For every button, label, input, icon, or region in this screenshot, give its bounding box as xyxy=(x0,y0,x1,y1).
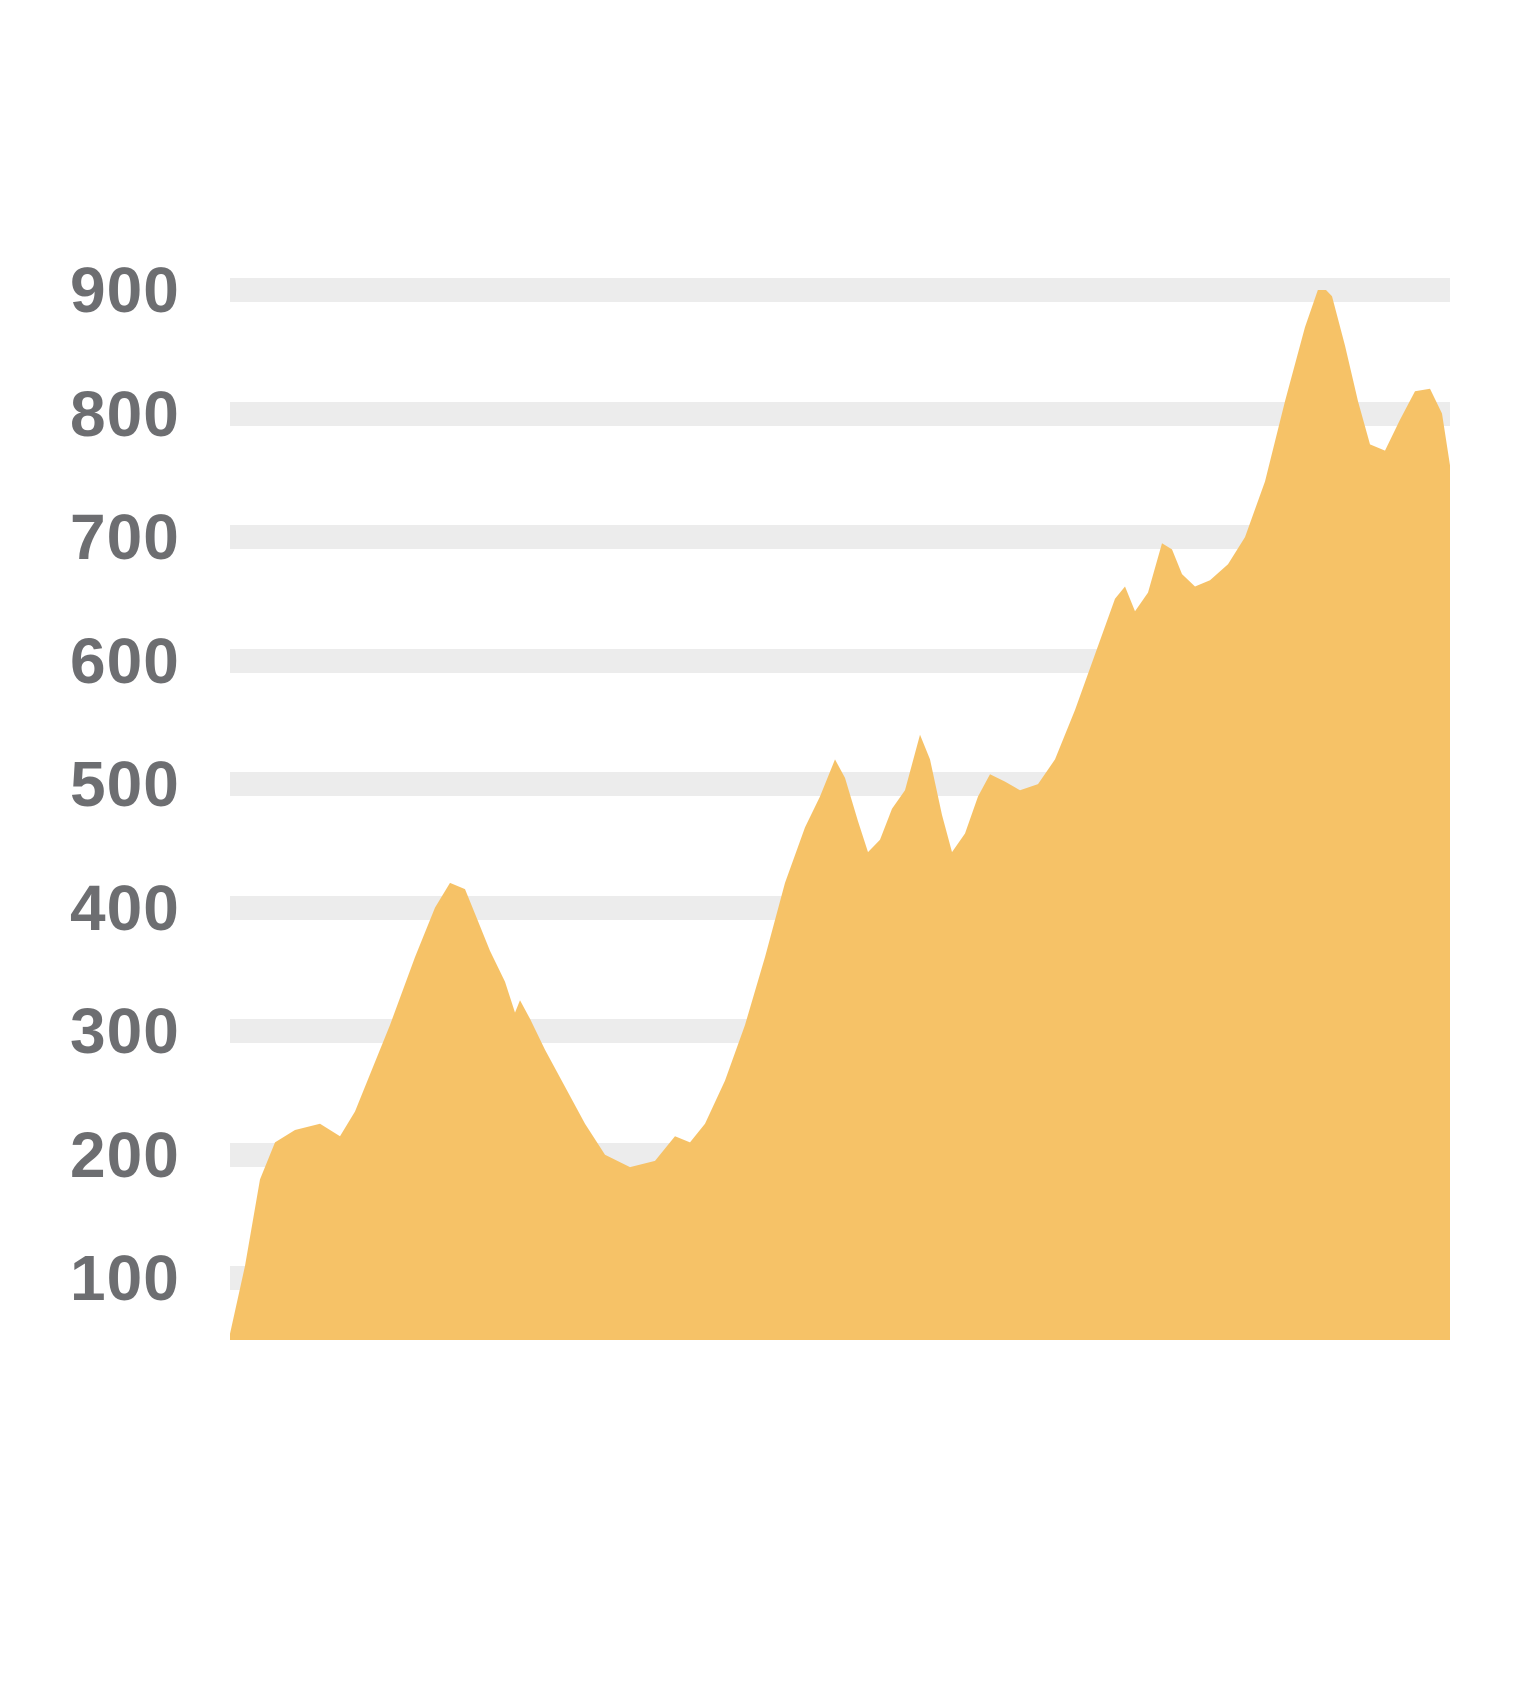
area-fill xyxy=(70,290,1450,1340)
area-chart: 900800700600500400300200100 xyxy=(70,290,1450,1340)
